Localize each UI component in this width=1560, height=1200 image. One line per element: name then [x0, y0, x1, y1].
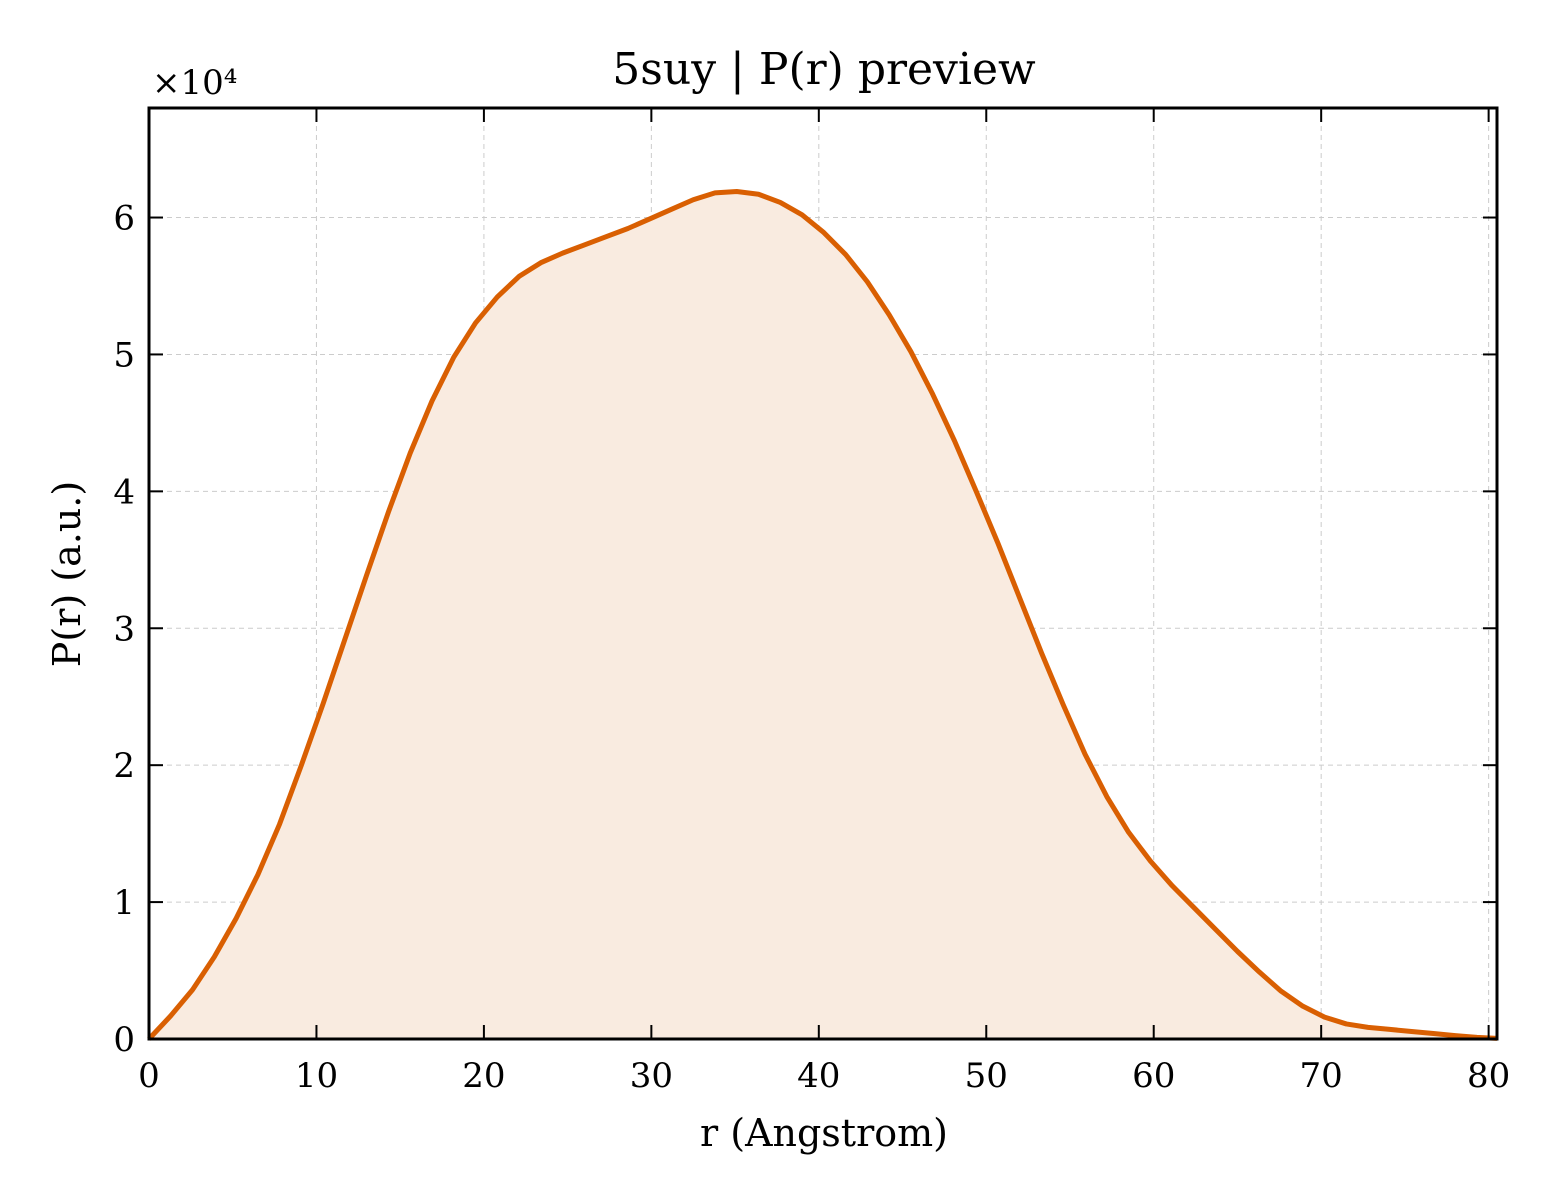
x-tick-label: 20 [462, 1056, 505, 1096]
chart-title: 5suy | P(r) preview [612, 44, 1036, 95]
y-tick-label: 2 [113, 746, 135, 786]
x-tick-label: 10 [295, 1056, 338, 1096]
tick-labels: 0 10 20 30 40 50 60 70 80 0 1 2 3 4 5 6 [113, 199, 1510, 1096]
x-tick-label: 0 [138, 1056, 160, 1096]
y-tick-label: 1 [113, 883, 135, 923]
y-tick-label: 3 [113, 609, 135, 649]
y-tick-label: 0 [113, 1020, 135, 1060]
x-tick-label: 60 [1132, 1056, 1175, 1096]
y-offset-label: ×10⁴ [152, 63, 237, 103]
series-line [147, 189, 1498, 1041]
axis-ticks [148, 108, 1497, 1040]
x-tick-label: 80 [1467, 1056, 1510, 1096]
area-fill [149, 191, 1497, 1039]
y-axis-label: P(r) (a.u.) [45, 481, 89, 667]
plot-frame [147, 106, 1499, 1041]
x-tick-label: 30 [630, 1056, 673, 1096]
x-axis-label: r (Angstrom) [700, 1111, 948, 1155]
y-tick-label: 6 [113, 199, 135, 239]
y-tick-label: 4 [113, 472, 135, 512]
x-tick-label: 70 [1300, 1056, 1343, 1096]
x-tick-label: 40 [797, 1056, 840, 1096]
y-tick-label: 5 [113, 335, 135, 375]
x-tick-label: 50 [965, 1056, 1008, 1096]
